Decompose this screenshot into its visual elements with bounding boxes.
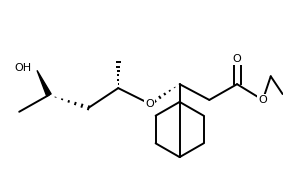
Text: O: O: [233, 54, 241, 64]
Polygon shape: [37, 70, 51, 96]
Text: OH: OH: [14, 63, 32, 73]
Text: O: O: [258, 95, 267, 105]
Text: O: O: [145, 99, 154, 109]
